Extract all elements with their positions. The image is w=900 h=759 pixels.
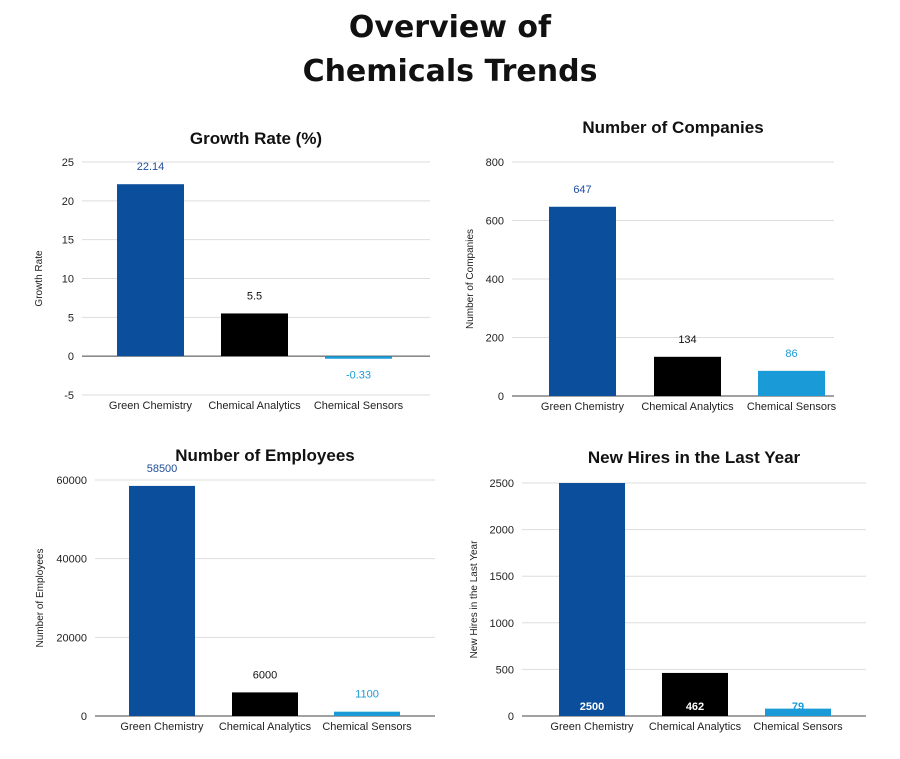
x-tick-label: Green Chemistry	[541, 401, 625, 413]
y-tick-label: 0	[498, 391, 504, 403]
y-tick-label: 2500	[490, 478, 514, 490]
data-label: 5.5	[247, 290, 262, 302]
bar	[765, 708, 831, 716]
x-tick-label: Chemical Analytics	[649, 721, 742, 733]
chart-3-title: Number of Employees	[175, 446, 355, 465]
y-tick-label: 2000	[490, 525, 514, 537]
y-axis-label: New Hires in the Last Year	[469, 540, 480, 659]
data-label: 647	[573, 184, 591, 196]
bar	[559, 483, 625, 716]
y-tick-label: 60000	[56, 475, 87, 487]
bar	[654, 356, 721, 396]
y-tick-label: 20000	[56, 632, 87, 644]
y-tick-label: 600	[486, 216, 504, 228]
bar	[758, 370, 825, 396]
y-tick-label: 40000	[56, 554, 87, 566]
bar	[221, 313, 288, 357]
bar	[662, 672, 728, 716]
y-tick-label: 1500	[490, 571, 514, 583]
y-axis-label: Growth Rate	[34, 250, 45, 307]
y-axis-label: Number of Employees	[35, 549, 46, 648]
y-tick-label: 5	[68, 312, 74, 324]
x-tick-label: Green Chemistry	[550, 721, 634, 733]
data-label: 1100	[355, 689, 379, 701]
y-tick-label: 0	[81, 711, 87, 723]
bar	[325, 356, 392, 359]
data-label: 134	[678, 334, 696, 346]
x-tick-label: Chemical Analytics	[219, 721, 312, 733]
bar	[549, 206, 616, 396]
y-tick-label: 200	[486, 333, 504, 345]
data-label: 6000	[253, 669, 277, 681]
bar	[334, 711, 400, 716]
y-tick-label: -5	[64, 390, 74, 402]
data-label: -0.33	[346, 370, 371, 382]
y-tick-label: 0	[508, 711, 514, 723]
x-tick-label: Chemical Analytics	[208, 400, 301, 412]
main-title-line-2: Chemicals Trends	[302, 54, 598, 89]
data-label: 79	[792, 701, 804, 713]
chart-4-title: New Hires in the Last Year	[588, 448, 801, 467]
y-tick-label: 15	[62, 235, 74, 247]
x-tick-label: Chemical Sensors	[322, 721, 412, 733]
y-tick-label: 0	[68, 351, 74, 363]
y-tick-label: 800	[486, 157, 504, 169]
y-tick-label: 400	[486, 274, 504, 286]
bar	[129, 485, 195, 716]
bar	[117, 184, 184, 357]
y-tick-label: 500	[496, 664, 514, 676]
main-title-line-1: Overview of	[348, 10, 552, 45]
x-tick-label: Chemical Analytics	[641, 401, 734, 413]
y-tick-label: 25	[62, 157, 74, 169]
x-tick-label: Chemical Sensors	[747, 401, 837, 413]
x-tick-label: Chemical Sensors	[753, 721, 843, 733]
y-tick-label: 10	[62, 274, 74, 286]
data-label: 86	[785, 348, 797, 360]
x-tick-label: Green Chemistry	[120, 721, 204, 733]
main-title: Overview of Chemicals Trends	[0, 6, 900, 94]
chart-1-title: Growth Rate (%)	[190, 129, 322, 148]
y-tick-label: 1000	[490, 618, 514, 630]
data-label: 462	[686, 701, 704, 713]
bar	[232, 692, 298, 716]
data-label: 22.14	[137, 161, 165, 173]
y-tick-label: 20	[62, 196, 74, 208]
x-tick-label: Green Chemistry	[109, 400, 193, 412]
data-label: 2500	[580, 701, 604, 713]
y-axis-label: Number of Companies	[465, 229, 476, 329]
chart-2-title: Number of Companies	[582, 118, 763, 137]
x-tick-label: Chemical Sensors	[314, 400, 404, 412]
data-label: 58500	[147, 463, 178, 475]
